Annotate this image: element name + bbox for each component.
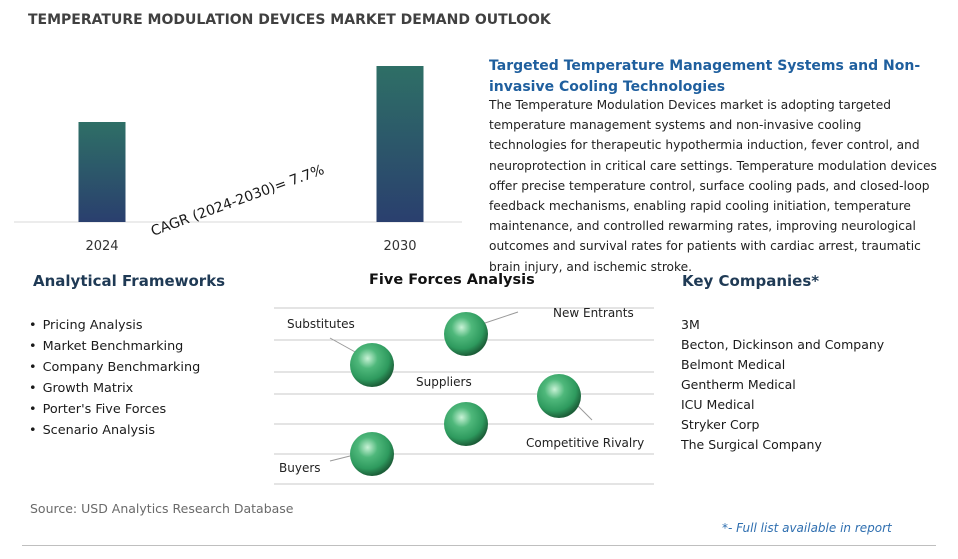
substitutes-label: Substitutes xyxy=(287,317,355,331)
frameworks-heading: Analytical Frameworks xyxy=(33,272,226,290)
competitive-rivalry-sphere-icon xyxy=(537,374,581,418)
list-item: Gentherm Medical xyxy=(681,377,796,392)
buyers-label: Buyers xyxy=(279,461,321,475)
list-item: Becton, Dickinson and Company xyxy=(681,337,885,352)
summary-body: The Temperature Modulation Devices marke… xyxy=(489,98,937,274)
bar-2024 xyxy=(78,122,126,222)
market-bar-chart: CAGR (2024-2030)= 7.7% 2024 2030 xyxy=(14,66,462,254)
competitive-rivalry-label: Competitive Rivalry xyxy=(526,436,644,450)
x-tick-label-2024: 2024 xyxy=(85,239,118,254)
list-item: The Surgical Company xyxy=(681,437,822,452)
frameworks-list: Pricing Analysis Market Benchmarking Com… xyxy=(29,315,201,441)
page-title: TEMPERATURE MODULATION DEVICES MARKET DE… xyxy=(28,12,551,28)
list-item: Porter's Five Forces xyxy=(29,399,200,420)
suppliers-label: Suppliers xyxy=(416,375,472,389)
buyers-sphere-icon xyxy=(350,432,394,476)
substitutes-sphere-icon xyxy=(350,343,394,387)
new-entrants-sphere-icon xyxy=(444,312,488,356)
list-item: Company Benchmarking xyxy=(29,357,201,378)
list-item: Stryker Corp xyxy=(681,417,760,432)
list-item: Scenario Analysis xyxy=(29,420,200,441)
companies-heading: Key Companies* xyxy=(682,272,820,290)
list-item: Belmont Medical xyxy=(681,357,786,372)
cagr-annotation: CAGR (2024-2030)= 7.7% xyxy=(149,162,327,240)
new-entrants-label: New Entrants xyxy=(553,306,634,320)
summary-title: Targeted Temperature Management Systems … xyxy=(489,58,921,95)
list-item: Growth Matrix xyxy=(29,378,200,399)
list-item: Market Benchmarking xyxy=(29,336,200,357)
suppliers-sphere-icon xyxy=(444,402,488,446)
bar-2030 xyxy=(376,66,424,222)
five-forces-diagram: Substitutes New Entrants Suppliers Compe… xyxy=(274,306,654,485)
bottom-divider xyxy=(22,545,936,546)
full-list-footnote: *- Full list available in report xyxy=(722,521,892,535)
x-tick-label-2030: 2030 xyxy=(383,239,416,254)
list-item: Pricing Analysis xyxy=(29,315,200,336)
source-note: Source: USD Analytics Research Database xyxy=(30,501,294,516)
list-item: ICU Medical xyxy=(681,397,755,412)
companies-list: 3M Becton, Dickinson and Company Belmont… xyxy=(681,315,884,455)
list-item: 3M xyxy=(681,317,700,332)
five-forces-heading: Five Forces Analysis xyxy=(369,272,535,288)
